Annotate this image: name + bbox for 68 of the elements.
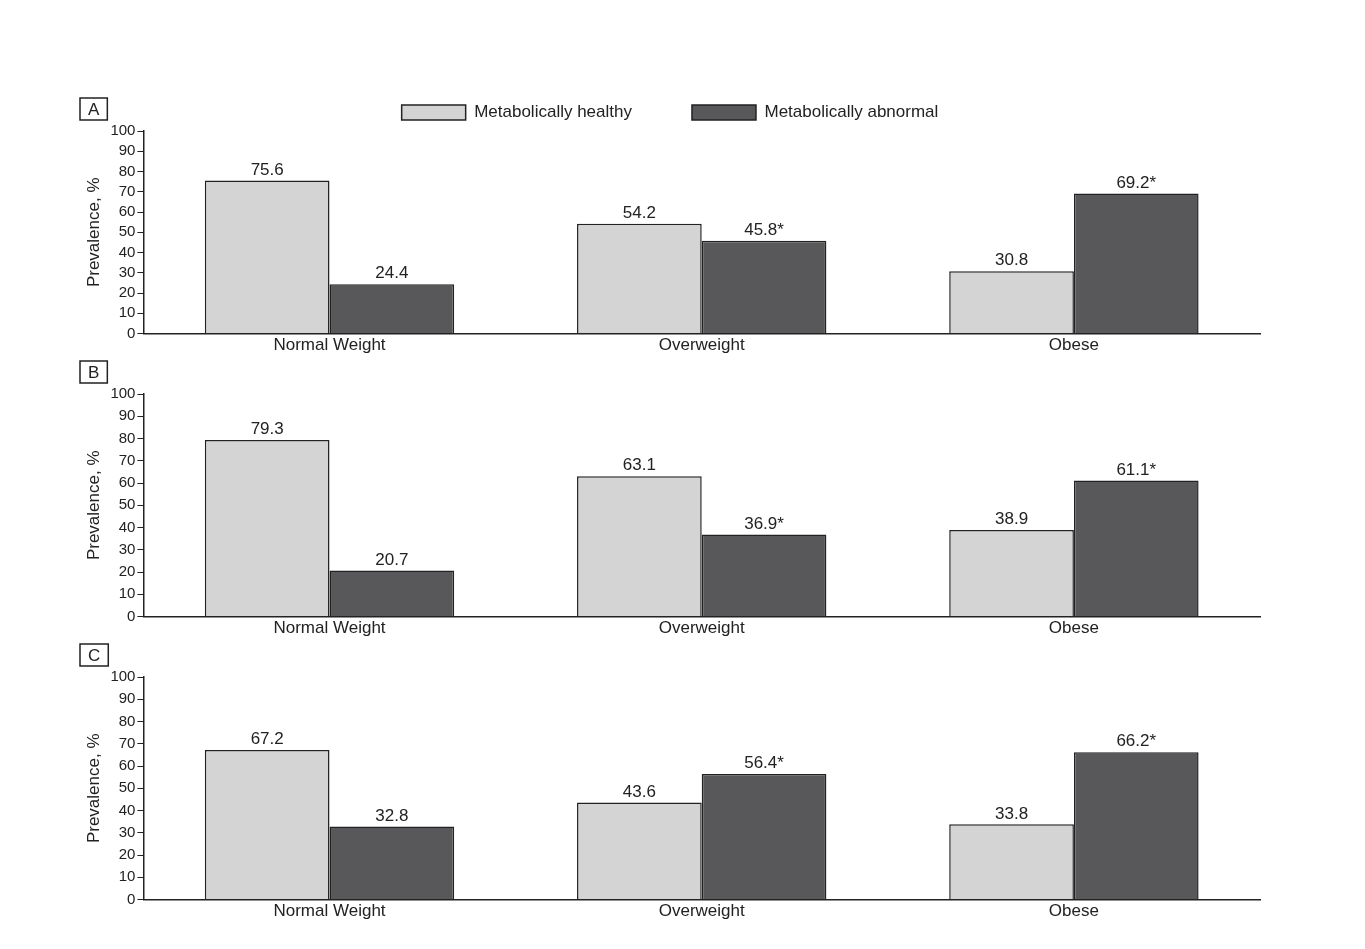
chart-title: B <box>88 362 100 382</box>
legend-label: Metabolically healthy <box>474 102 633 122</box>
y-tick-label: 70 <box>118 181 136 199</box>
data-label: 69.2* <box>1116 172 1157 192</box>
data-label: 45.8* <box>744 220 785 239</box>
y-tick-label: 70 <box>118 450 136 468</box>
data-label: 33.8 <box>995 803 1029 823</box>
y-tick-label: 90 <box>118 689 136 707</box>
y-tick-label: 0 <box>127 323 136 341</box>
data-label: 43.6 <box>622 781 656 801</box>
data-label: 38.9 <box>995 509 1029 529</box>
y-tick-label: 40 <box>118 242 136 260</box>
y-tick-label: 30 <box>118 539 136 557</box>
y-tick-label: 10 <box>118 303 136 321</box>
y-tick-label: 80 <box>118 428 136 446</box>
data-label: 79.3 <box>250 419 284 439</box>
y-tick-label: 0 <box>127 889 136 907</box>
y-tick-label: 20 <box>118 845 136 863</box>
x-tick-label: Obese <box>1048 618 1099 638</box>
y-tick-label: 100 <box>110 384 136 402</box>
y-axis-title: Prevalence, % <box>83 450 103 561</box>
data-label: 63.1 <box>622 455 656 475</box>
y-tick-label: 10 <box>118 867 136 885</box>
x-tick-label: Normal Weight <box>273 618 386 638</box>
data-label: 56.4* <box>744 753 785 773</box>
data-label: 24.4 <box>375 263 409 283</box>
y-tick-label: 90 <box>118 141 136 159</box>
x-tick-label: Normal Weight <box>273 901 386 921</box>
y-tick-label: 80 <box>118 161 136 179</box>
y-tick-label: 20 <box>118 283 136 301</box>
data-label: 67.2 <box>250 729 284 749</box>
y-tick-label: 40 <box>118 517 136 535</box>
y-tick-label: 50 <box>118 495 136 513</box>
y-tick-label: 20 <box>118 562 136 580</box>
chart-title: C <box>88 645 101 665</box>
legend-label: Metabolically abnormal <box>764 102 939 122</box>
y-tick-label: 10 <box>118 584 136 602</box>
y-tick-label: 30 <box>118 262 136 280</box>
y-tick-label: 60 <box>118 756 136 774</box>
data-label: 54.2 <box>622 202 656 222</box>
y-axis-title: Prevalence, % <box>83 733 103 844</box>
y-axis-title: Prevalence, % <box>83 177 103 288</box>
data-label: 66.2* <box>1116 731 1157 751</box>
x-tick-label: Overweight <box>658 618 745 638</box>
y-tick-label: 90 <box>118 406 136 424</box>
y-tick-label: 100 <box>110 667 136 685</box>
x-tick-label: Overweight <box>658 901 745 921</box>
chart-title: A <box>88 99 100 119</box>
x-tick-label: Overweight <box>658 335 745 355</box>
y-tick-label: 50 <box>118 778 136 796</box>
data-label: 36.9* <box>744 513 785 533</box>
y-tick-label: 80 <box>118 711 136 729</box>
y-tick-label: 60 <box>118 473 136 491</box>
y-tick-label: 30 <box>118 822 136 840</box>
data-label: 30.8 <box>995 250 1029 270</box>
x-tick-label: Obese <box>1048 335 1099 355</box>
y-tick-label: 0 <box>127 606 136 624</box>
data-label: 61.1* <box>1116 459 1157 479</box>
y-tick-label: 50 <box>118 222 136 240</box>
x-tick-label: Obese <box>1048 901 1099 921</box>
x-tick-label: Normal Weight <box>273 335 386 355</box>
data-label: 20.7 <box>375 549 409 569</box>
data-label: 75.6 <box>250 159 284 179</box>
y-tick-label: 70 <box>118 733 136 751</box>
data-label: 32.8 <box>375 805 409 825</box>
y-tick-label: 100 <box>110 121 136 139</box>
y-tick-label: 60 <box>118 202 136 220</box>
y-tick-label: 40 <box>118 800 136 818</box>
